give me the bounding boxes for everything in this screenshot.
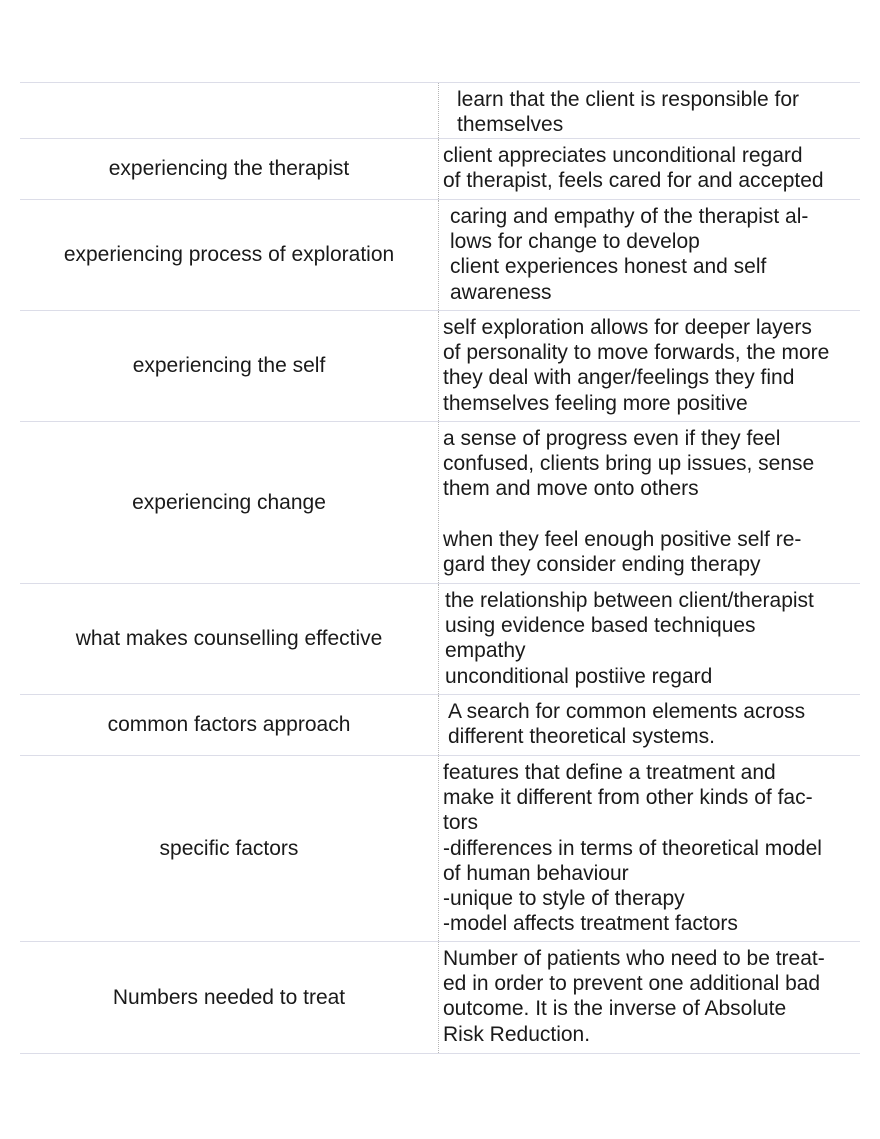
definition-line: they deal with anger/feelings they find bbox=[443, 366, 795, 390]
table-row: what makes counselling effective the rela… bbox=[20, 584, 860, 695]
definition-line: Number of patients who need to be treat- bbox=[443, 947, 825, 970]
definition-line: of therapist, feels cared for and accept… bbox=[443, 169, 824, 193]
column-divider bbox=[438, 756, 439, 941]
definition-line: them and move onto others bbox=[443, 477, 699, 501]
term: experiencing process of exploration bbox=[63, 243, 395, 266]
definition-line: client experiences honest and self bbox=[450, 255, 767, 279]
definition-line: empathy bbox=[445, 639, 526, 663]
table-row: learn that the client is responsible for… bbox=[20, 82, 860, 139]
definition-line: gard they consider ending therapy bbox=[443, 553, 761, 576]
definition: Number of patients who need to be treat-… bbox=[443, 946, 825, 1047]
definition-line: ed in order to prevent one additional ba… bbox=[443, 972, 821, 996]
definition-line: -model affects treatment factors bbox=[443, 912, 738, 936]
column-divider bbox=[438, 422, 439, 583]
term: experiencing the therapist bbox=[108, 157, 350, 180]
column-divider bbox=[438, 584, 439, 694]
definition-line: -differences in terms of theoretical mod… bbox=[443, 836, 822, 860]
definition-line: make it different from other kinds of fa… bbox=[443, 786, 813, 810]
definition-line: awareness bbox=[450, 280, 552, 304]
paragraph: features that define a treatment and make… bbox=[443, 760, 822, 936]
definition-line: of personality to move forwards, the mor… bbox=[443, 341, 830, 365]
definition-line: themselves bbox=[457, 113, 564, 137]
paragraph: client appreciates unconditional regard o… bbox=[443, 143, 824, 193]
definition-line: the relationship between client/therapis… bbox=[445, 589, 814, 612]
paragraph: a sense of progress even if they feel con… bbox=[443, 426, 814, 502]
term: Numbers needed to treat bbox=[112, 985, 346, 1009]
definition-line: a sense of progress even if they feel bbox=[443, 427, 781, 450]
definition-line: -unique to style of therapy bbox=[443, 887, 685, 911]
definition: features that define a treatment and make… bbox=[443, 760, 822, 936]
term: what makes counselling effective bbox=[75, 627, 383, 650]
definition-line: outcome. It is the inverse of Absolute bbox=[443, 997, 787, 1021]
paragraph: learn that the client is responsible for… bbox=[457, 87, 799, 137]
definition-line: different theoretical systems. bbox=[448, 725, 715, 749]
definition: client appreciates unconditional regard o… bbox=[443, 143, 824, 193]
definition-line: unconditional postiive regard bbox=[445, 664, 713, 688]
definition: the relationship between client/therapis… bbox=[445, 588, 814, 689]
definition-line: using evidence based techniques bbox=[445, 614, 756, 638]
definition-line: learn that the client is responsible for bbox=[457, 88, 800, 111]
paragraph: caring and empathy of the therapist al-l… bbox=[450, 204, 808, 305]
table-row: experiencing the self self exploration al… bbox=[20, 311, 860, 422]
definition-line: features that define a treatment and bbox=[443, 761, 776, 784]
definition-line: A search for common elements across bbox=[448, 700, 806, 723]
term: experiencing the self bbox=[132, 354, 326, 377]
paragraph: A search for common elements across diffe… bbox=[448, 699, 805, 749]
column-divider bbox=[438, 311, 439, 421]
term: specific factors bbox=[159, 836, 299, 860]
term: experiencing change bbox=[132, 490, 326, 514]
definition: self exploration allows for deeper layer… bbox=[443, 315, 829, 416]
definition: A search for common elements across diffe… bbox=[448, 699, 805, 749]
table-row: specific factors features that define a t… bbox=[20, 756, 860, 942]
definition-line: tors bbox=[443, 811, 479, 835]
definition-line: lows for change to develop bbox=[450, 230, 700, 254]
term: common factors approach bbox=[107, 713, 351, 736]
table-row: experiencing the therapist client appreci… bbox=[20, 139, 860, 200]
definition: caring and empathy of the therapist al-l… bbox=[450, 204, 808, 305]
definition-line: confused, clients bring up issues, sense bbox=[443, 452, 815, 476]
definition-line: themselves feeling more positive bbox=[443, 391, 748, 415]
paragraph: self exploration allows for deeper layer… bbox=[443, 315, 829, 416]
table-row: experiencing process of exploration carin… bbox=[20, 200, 860, 311]
definition-line: Risk Reduction. bbox=[443, 1022, 591, 1046]
paragraph: the relationship between client/therapis… bbox=[445, 588, 814, 689]
definition-line: client appreciates unconditional regard bbox=[443, 144, 803, 167]
paragraph: Number of patients who need to be treat-… bbox=[443, 946, 825, 1047]
definition-line: when they feel enough positive self re- bbox=[443, 527, 802, 551]
column-divider bbox=[438, 83, 439, 138]
definition-line: self exploration allows for deeper layer… bbox=[443, 316, 812, 339]
definition: learn that the client is responsible for… bbox=[457, 87, 799, 137]
paragraph: when they feel enough positive self re-g… bbox=[443, 527, 814, 577]
column-divider bbox=[438, 200, 439, 310]
table-row: common factors approach A search for comm… bbox=[20, 695, 860, 756]
table-row: experiencing change a sense of progress e… bbox=[20, 422, 860, 584]
definition-line: of human behaviour bbox=[443, 861, 629, 885]
table-row: Numbers needed to treat Number of patient… bbox=[20, 942, 860, 1054]
column-divider bbox=[438, 139, 439, 199]
definition-line: caring and empathy of the therapist al- bbox=[450, 205, 809, 228]
column-divider bbox=[438, 942, 439, 1053]
column-divider bbox=[438, 695, 439, 755]
definition: a sense of progress even if they feel con… bbox=[443, 426, 814, 577]
